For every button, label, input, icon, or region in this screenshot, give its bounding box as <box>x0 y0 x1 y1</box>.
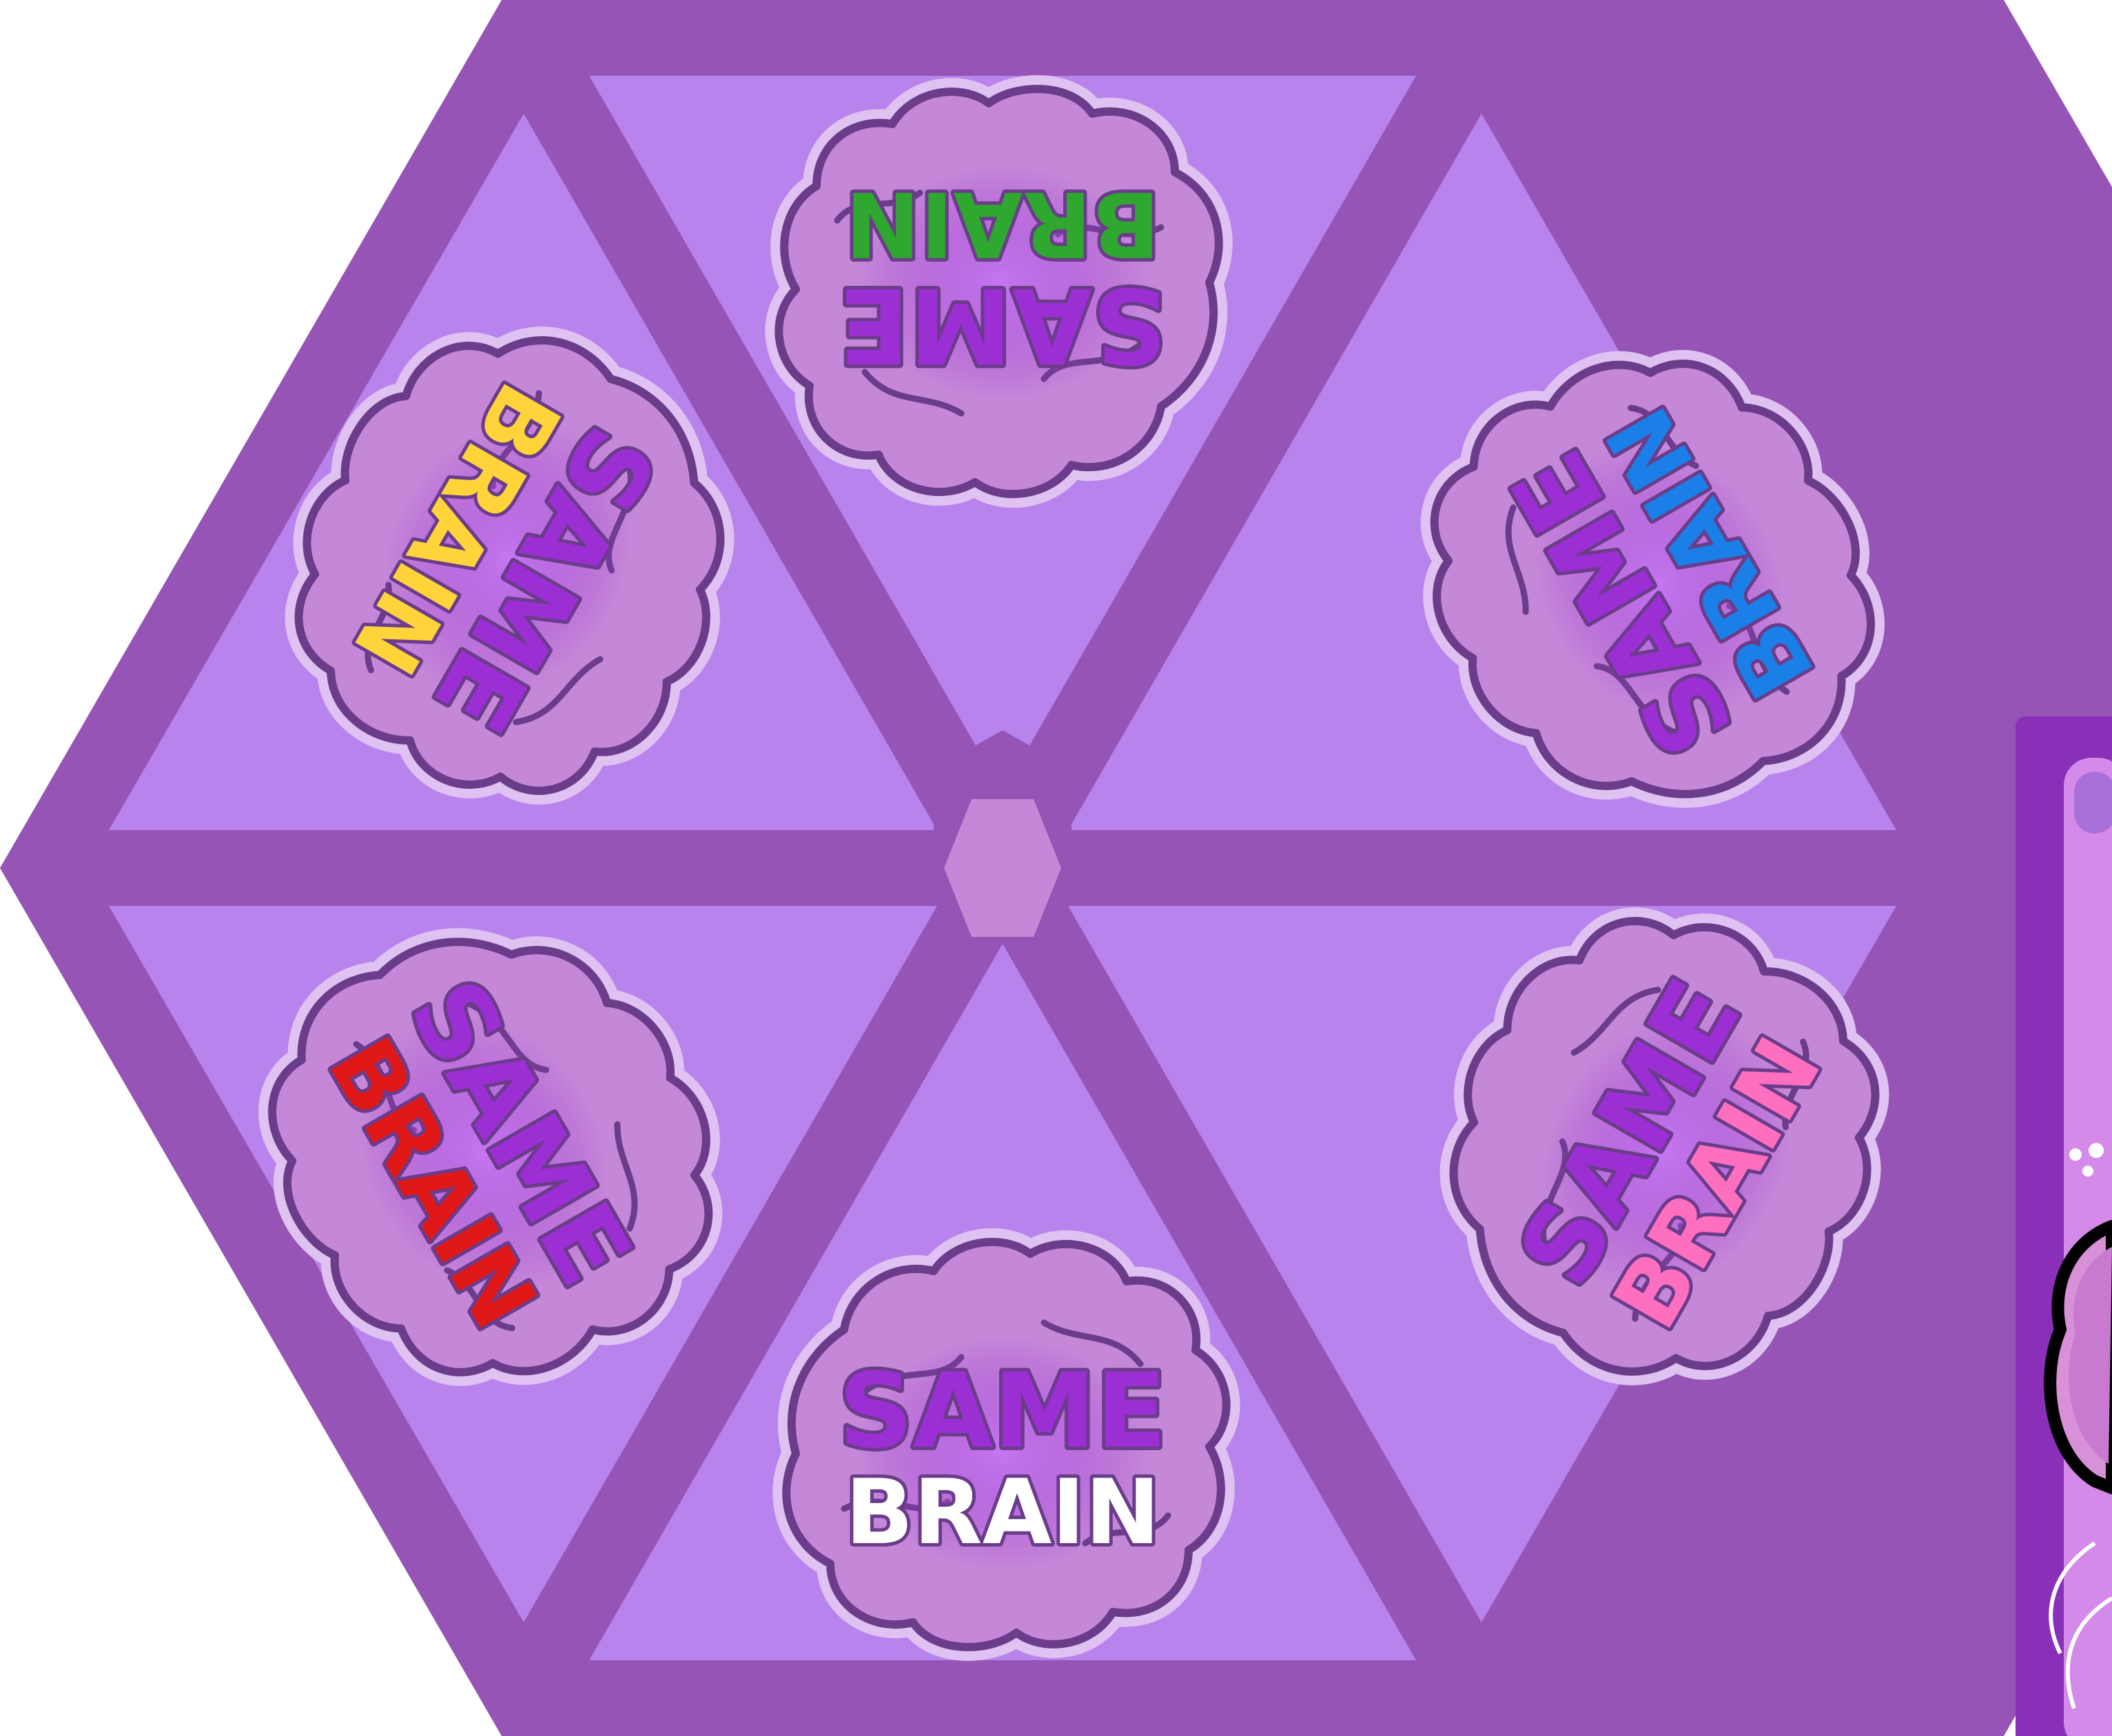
brain-glow <box>358 1015 608 1292</box>
side-card <box>2016 716 2112 1736</box>
logo-word-top: SAME <box>839 265 1167 384</box>
brain-glow <box>1535 444 1785 721</box>
brain-fold <box>1505 504 1529 615</box>
brain-fold <box>614 1121 638 1232</box>
brain-glow <box>382 420 633 696</box>
swirl-line <box>2065 1596 2112 1709</box>
swirl-line <box>2049 1541 2096 1655</box>
brain-glow <box>1541 1015 1792 1292</box>
brain-fold <box>861 369 965 417</box>
brain-glow <box>858 165 1147 400</box>
logo-word-bottom: BRAIN <box>845 172 1160 276</box>
card-highlight <box>2074 772 2112 834</box>
logo-word-bottom: BRAIN <box>845 1460 1160 1564</box>
bubble-dot <box>2089 1143 2104 1158</box>
brain-glow <box>858 1336 1147 1571</box>
brain-fold <box>1570 986 1661 1056</box>
bubble-dot <box>2069 1148 2082 1161</box>
logo-word-top: SAME <box>839 1352 1167 1471</box>
brain-fold <box>1040 1319 1144 1367</box>
hexagon-icon <box>944 799 1061 937</box>
creature-inner <box>2069 1247 2112 1464</box>
tile-group: SAMEBRAINSAMEBRAINSAMEBRAINSAMEBRAINSAME… <box>207 89 1946 1647</box>
bubble-dot <box>2082 1166 2093 1177</box>
brain-fold <box>513 656 604 725</box>
